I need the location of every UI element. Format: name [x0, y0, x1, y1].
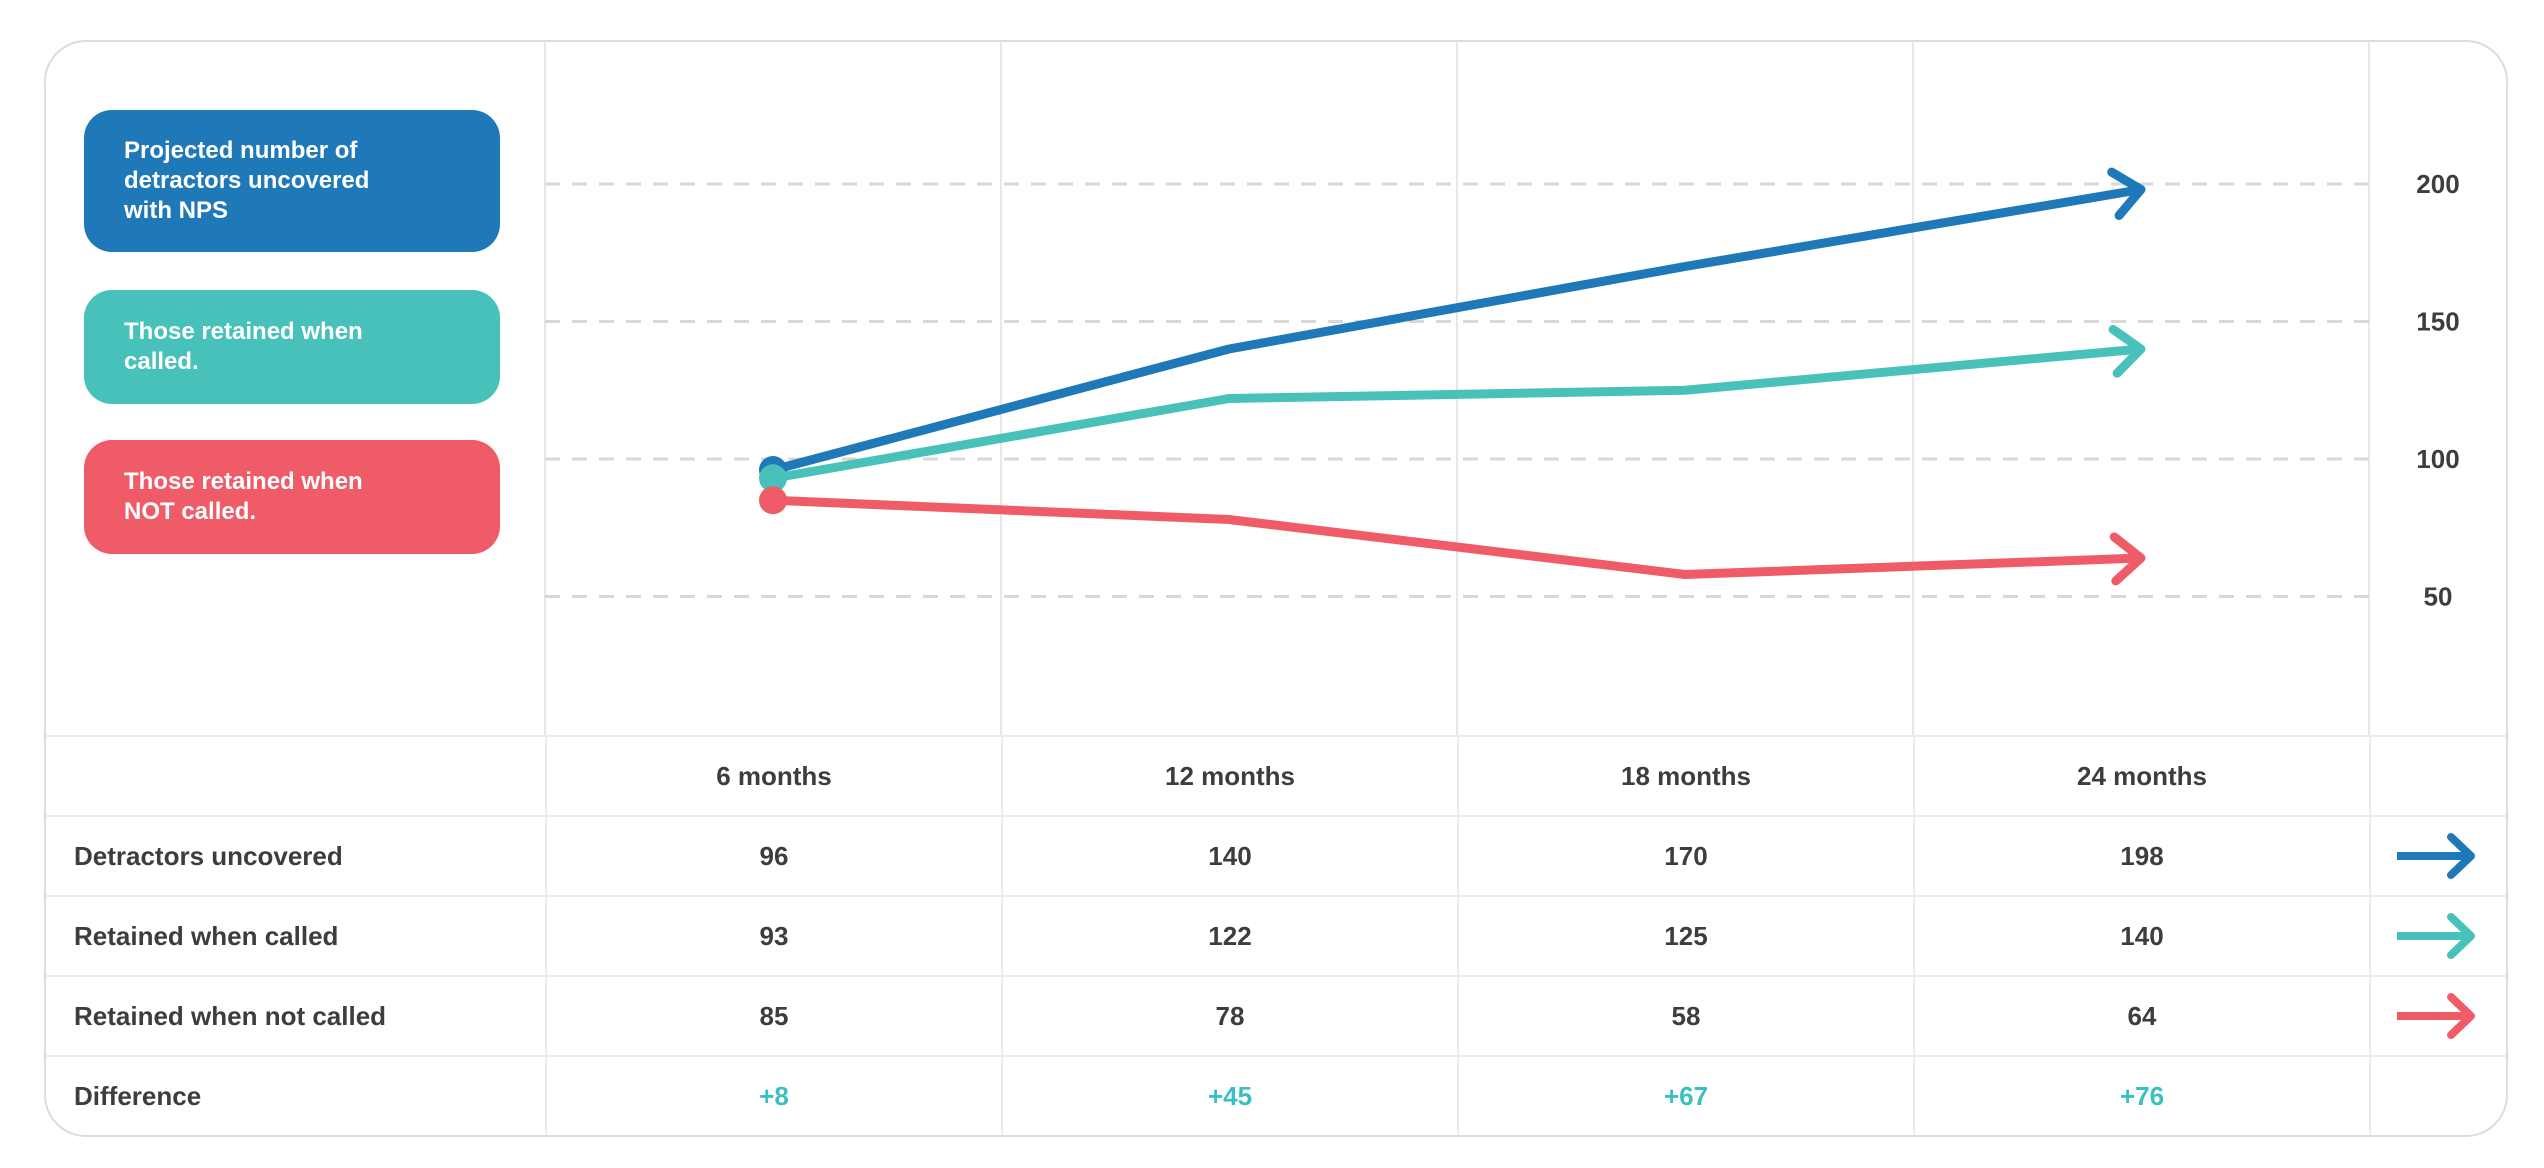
header-18-months: 18 months: [1457, 737, 1913, 815]
trend-arrow-cell: [2369, 817, 2506, 895]
header-12-months: 12 months: [1001, 737, 1457, 815]
legend-badge-detractors-label: Projected number of detractors uncovered…: [124, 137, 370, 224]
legend-badge-retained-not-called-label: Those retained when NOT called.: [124, 468, 363, 525]
svg-text:100: 100: [2416, 444, 2459, 474]
line-chart-area: 200 150 100 50 Projected number of detracto…: [46, 42, 2506, 735]
difference-value: +45: [1001, 1057, 1457, 1135]
table-row-retained-when-not-called: Retained when not called 85 78 58 64: [46, 975, 2506, 1055]
difference-value: +67: [1457, 1057, 1913, 1135]
cell-value: 140: [1001, 817, 1457, 895]
table-row-difference: Difference +8 +45 +67 +76: [46, 1055, 2506, 1135]
trend-arrow-cell: [2369, 897, 2506, 975]
svg-text:150: 150: [2416, 307, 2459, 337]
table-row-retained-when-called: Retained when called 93 122 125 140: [46, 895, 2506, 975]
table-header-row: 6 months 12 months 18 months 24 months: [46, 735, 2506, 815]
line-chart: 200 150 100 50: [544, 42, 2460, 735]
legend-badge-retained-not-called: Those retained when NOT called.: [84, 440, 500, 554]
cell-value: 140: [1913, 897, 2369, 975]
difference-value: +8: [545, 1057, 1001, 1135]
red-trend-arrow-icon: [2396, 993, 2475, 1039]
legend-badge-retained-called-label: Those retained when called.: [124, 318, 363, 375]
cell-value: 170: [1457, 817, 1913, 895]
data-table: 6 months 12 months 18 months 24 months D…: [46, 735, 2506, 1135]
cell-value: 93: [545, 897, 1001, 975]
svg-text:200: 200: [2416, 169, 2459, 199]
cell-value: 58: [1457, 977, 1913, 1055]
legend-badge-detractors: Projected number of detractors uncovered…: [84, 110, 500, 252]
cell-value: 78: [1001, 977, 1457, 1055]
row-label: Detractors uncovered: [74, 840, 343, 871]
cell-value: 64: [1913, 977, 2369, 1055]
blue-trend-arrow-icon: [2396, 833, 2475, 879]
empty-arrow-cell: [2369, 1057, 2506, 1135]
header-24-months: 24 months: [1913, 737, 2369, 815]
chart-card: 200 150 100 50 Projected number of detracto…: [44, 40, 2508, 1137]
chart-series: [759, 167, 2146, 586]
trend-arrow-cell: [2369, 977, 2506, 1055]
svg-text:50: 50: [2424, 582, 2453, 612]
cell-value: 96: [545, 817, 1001, 895]
row-label: Difference: [74, 1080, 202, 1111]
y-axis-tick-labels: 200 150 100 50: [2416, 169, 2459, 612]
header-empty-cell: [46, 737, 545, 815]
cell-value: 85: [545, 977, 1001, 1055]
cell-value: 198: [1913, 817, 2369, 895]
gridlines: [544, 42, 2370, 735]
difference-value: +76: [1913, 1057, 2369, 1135]
row-label: Retained when not called: [74, 1000, 387, 1031]
cell-value: 122: [1001, 897, 1457, 975]
legend-badge-retained-called: Those retained when called.: [84, 290, 500, 404]
cell-value: 125: [1457, 897, 1913, 975]
row-label: Retained when called: [74, 920, 339, 951]
teal-trend-arrow-icon: [2396, 913, 2475, 959]
table-row-detractors-uncovered: Detractors uncovered 96 140 170 198: [46, 815, 2506, 895]
header-arrow-cell: [2369, 737, 2506, 815]
header-6-months: 6 months: [545, 737, 1001, 815]
